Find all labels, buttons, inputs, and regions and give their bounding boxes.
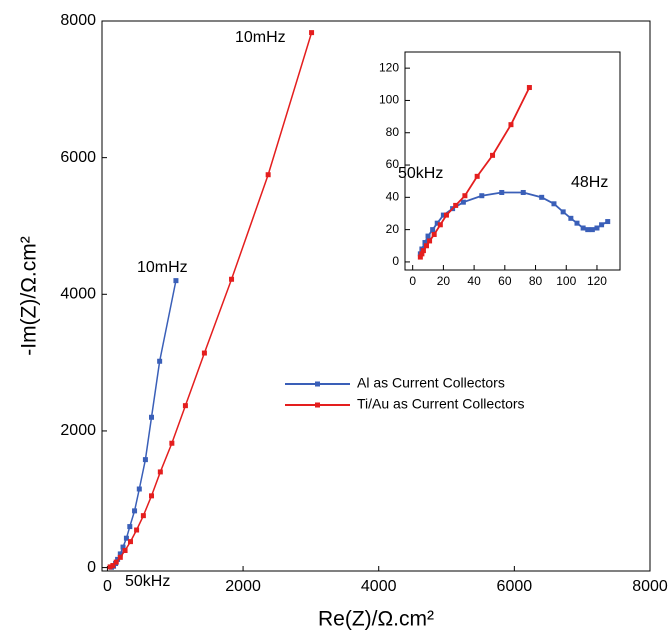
data-point xyxy=(229,276,235,282)
data-point xyxy=(419,251,425,257)
data-point xyxy=(453,202,459,208)
data-point xyxy=(149,414,155,420)
y-tick-label: 8000 xyxy=(60,12,96,29)
x-tick-label: 120 xyxy=(587,274,607,288)
annotation: 48Hz xyxy=(571,174,608,191)
y-tick-label: 6000 xyxy=(60,149,96,166)
x-tick-label: 6000 xyxy=(497,578,533,595)
annotation: 50kHz xyxy=(125,573,170,590)
data-point xyxy=(136,486,142,492)
data-point xyxy=(430,227,436,233)
data-point xyxy=(120,544,126,550)
x-axis-title: Re(Z)/Ω.cm² xyxy=(318,608,434,631)
data-point xyxy=(437,222,443,228)
data-point xyxy=(420,248,426,254)
data-point xyxy=(265,172,271,178)
y-tick-label: 120 xyxy=(379,60,399,74)
data-point xyxy=(169,440,175,446)
data-point xyxy=(122,548,128,554)
plot-frame xyxy=(404,51,621,271)
data-point xyxy=(182,403,188,409)
annotation: 10mHz xyxy=(137,259,188,276)
x-tick-label: 40 xyxy=(467,274,481,288)
y-tick-label: 0 xyxy=(87,559,96,576)
data-point xyxy=(149,493,155,499)
legend-marker xyxy=(315,381,320,387)
data-point xyxy=(443,212,449,218)
y-tick-label: 0 xyxy=(392,254,399,268)
data-point xyxy=(127,524,133,530)
data-point xyxy=(157,358,163,364)
legend-label: Ti/Au as Current Collectors xyxy=(357,396,525,412)
data-point xyxy=(117,551,123,557)
data-point xyxy=(434,220,440,226)
y-tick-label: 2000 xyxy=(60,422,96,439)
data-point xyxy=(425,233,431,239)
data-point xyxy=(594,225,600,231)
data-point xyxy=(490,152,496,158)
x-tick-label: 0 xyxy=(409,274,416,288)
x-tick-label: 2000 xyxy=(225,578,261,595)
data-point xyxy=(110,563,116,569)
data-point xyxy=(568,215,574,221)
legend-label: Al as Current Collectors xyxy=(357,375,505,391)
data-point xyxy=(424,243,429,249)
x-tick-label: 4000 xyxy=(361,578,397,595)
data-point xyxy=(417,254,423,260)
data-point xyxy=(605,219,611,225)
data-point xyxy=(127,539,133,545)
data-point xyxy=(309,30,315,36)
data-point xyxy=(201,350,207,356)
annotation: 50kHz xyxy=(398,165,443,182)
y-tick-label: 100 xyxy=(379,93,399,107)
data-point xyxy=(440,212,446,218)
data-point xyxy=(462,193,468,199)
data-point xyxy=(113,559,119,565)
data-point xyxy=(585,227,591,233)
data-point xyxy=(560,209,566,215)
x-tick-label: 100 xyxy=(556,274,576,288)
data-point xyxy=(431,231,437,237)
x-tick-label: 0 xyxy=(103,578,112,595)
data-point xyxy=(132,508,138,514)
data-point xyxy=(589,227,595,233)
y-tick-label: 60 xyxy=(386,157,400,171)
legend-marker xyxy=(315,402,320,408)
data-point xyxy=(474,173,480,179)
x-tick-label: 80 xyxy=(529,274,543,288)
data-point xyxy=(499,189,505,195)
data-point xyxy=(539,194,545,200)
y-tick-label: 40 xyxy=(386,190,400,204)
x-tick-label: 8000 xyxy=(632,578,668,595)
data-point xyxy=(123,535,129,541)
data-point xyxy=(134,527,140,533)
data-point xyxy=(508,122,514,128)
data-point xyxy=(551,201,557,207)
data-point xyxy=(599,222,605,228)
x-tick-label: 60 xyxy=(498,274,512,288)
y-tick-label: 80 xyxy=(386,125,400,139)
data-point xyxy=(479,193,485,199)
data-point xyxy=(107,564,113,570)
y-tick-label: 20 xyxy=(386,222,400,236)
data-point xyxy=(142,457,148,463)
data-point xyxy=(520,189,526,195)
data-point xyxy=(157,469,163,475)
y-tick-label: 4000 xyxy=(60,286,96,303)
data-point xyxy=(526,85,532,91)
y-axis-title: -Im(Z)/Ω.cm² xyxy=(18,236,41,356)
data-point xyxy=(580,225,586,231)
data-point xyxy=(173,278,179,284)
annotation: 10mHz xyxy=(235,29,286,46)
data-point xyxy=(427,238,433,244)
x-tick-label: 20 xyxy=(437,274,451,288)
data-point xyxy=(460,199,466,205)
data-point xyxy=(140,513,146,519)
data-point xyxy=(117,554,123,560)
data-point xyxy=(422,240,428,246)
data-point xyxy=(574,220,580,226)
